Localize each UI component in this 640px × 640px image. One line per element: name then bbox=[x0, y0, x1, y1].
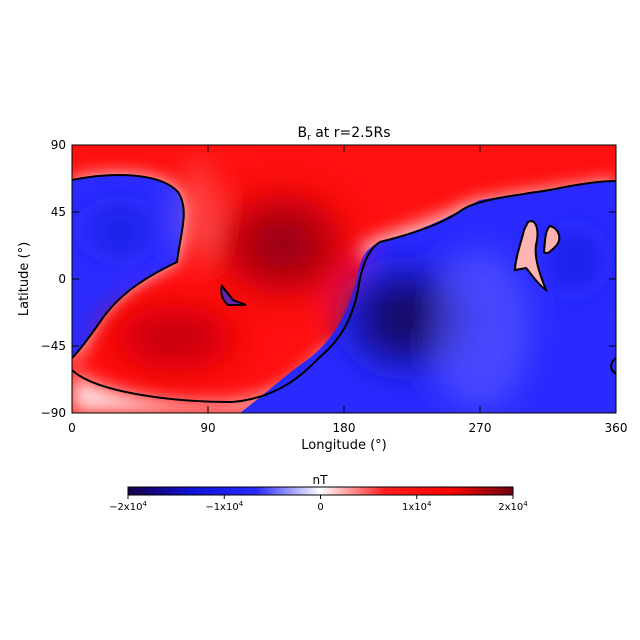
colorbar-tick-label: −2x104 bbox=[109, 500, 147, 513]
x-tick-label: 0 bbox=[68, 421, 76, 435]
negative-core-west bbox=[72, 192, 170, 268]
x-tick-label: 270 bbox=[469, 421, 492, 435]
colorbar-tick-mantissa: 2x10 bbox=[498, 502, 523, 513]
colorbar-tick-exponent: 4 bbox=[239, 500, 244, 508]
colorbar-ticks: −2x104 −1x104 0 1x104 2x104 bbox=[109, 495, 528, 513]
colorbar-tick-mantissa: −1x10 bbox=[205, 502, 238, 513]
chart-title: Br at r=2.5Rs bbox=[297, 125, 390, 143]
x-tick-label: 360 bbox=[605, 421, 628, 435]
y-tick-label: −45 bbox=[41, 339, 66, 353]
colorbar-tick-mantissa: 1x10 bbox=[402, 502, 427, 513]
y-axis-label: Latitude (°) bbox=[17, 242, 32, 316]
colorbar: nT −2x104 −1x104 0 1x104 2x104 bbox=[109, 473, 528, 513]
x-tick-label: 180 bbox=[333, 421, 356, 435]
colorbar-tick-label: −1x104 bbox=[205, 500, 243, 513]
positive-core-north bbox=[198, 175, 368, 315]
light-streak-northwest bbox=[182, 160, 214, 260]
y-tick-label: 45 bbox=[51, 205, 66, 219]
y-tick-label: 0 bbox=[58, 272, 66, 286]
neutral-line-south bbox=[72, 180, 616, 404]
neutral-line-west bbox=[72, 174, 185, 359]
colorbar-tick-mantissa: −2x10 bbox=[109, 502, 142, 513]
x-axis-label: Longitude (°) bbox=[301, 438, 386, 453]
colorbar-scale bbox=[127, 486, 514, 496]
colorbar-label: nT bbox=[313, 473, 329, 487]
plot-area bbox=[72, 145, 616, 413]
light-streak-east bbox=[430, 250, 530, 410]
colorbar-tick-exponent: 4 bbox=[142, 500, 147, 508]
neutral-line-small bbox=[220, 283, 247, 306]
neutral-lines bbox=[72, 174, 616, 404]
colorbar-tick-label: 2x104 bbox=[498, 500, 528, 513]
y-tick-label: 90 bbox=[51, 138, 66, 152]
colorbar-tick-mantissa: 0 bbox=[317, 502, 323, 513]
x-axis: 0 90 180 270 360 bbox=[68, 145, 627, 435]
neutral-line-island bbox=[513, 220, 549, 293]
neutral-line-edge bbox=[610, 357, 616, 375]
positive-core-south bbox=[90, 290, 260, 386]
colorbar-tick-exponent: 4 bbox=[427, 500, 432, 508]
colorbar-tick-label: 0 bbox=[317, 502, 323, 513]
colorbar-tick-label: 1x104 bbox=[402, 500, 432, 513]
colorbar-tick-exponent: 4 bbox=[523, 500, 528, 508]
field-shading bbox=[72, 160, 615, 410]
x-tick-label: 90 bbox=[200, 421, 215, 435]
neutral-line-island-2 bbox=[542, 224, 561, 255]
y-tick-label: −90 bbox=[41, 406, 66, 420]
y-axis: 90 45 0 −45 −90 bbox=[41, 138, 616, 420]
